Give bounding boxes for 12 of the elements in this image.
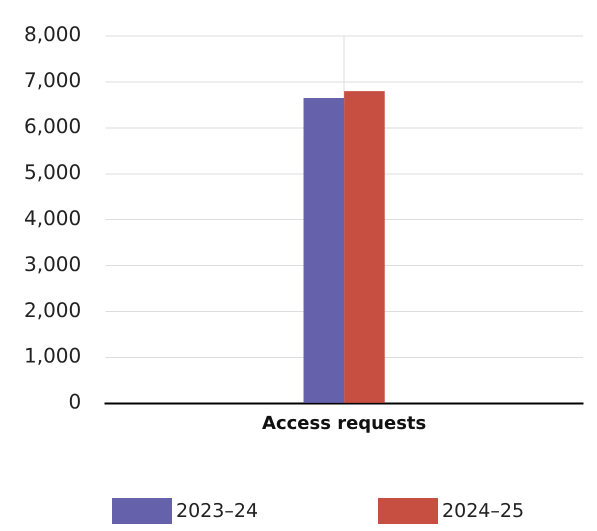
legend-label: 2023–24 [176,500,258,522]
y-tick-label: 8,000 [24,22,82,46]
x-tick-label: Access requests [262,412,426,434]
legend-label: 2024–25 [442,500,524,522]
y-tick-label: 7,000 [24,68,82,92]
y-tick-label: 2,000 [24,298,82,322]
y-tick-label: 1,000 [24,344,82,368]
y-tick-label: 4,000 [24,206,82,230]
y-tick-label: 6,000 [24,114,82,138]
y-tick-label: 5,000 [24,160,82,184]
y-tick-label: 3,000 [24,252,82,276]
y-tick-label: 0 [68,390,82,414]
